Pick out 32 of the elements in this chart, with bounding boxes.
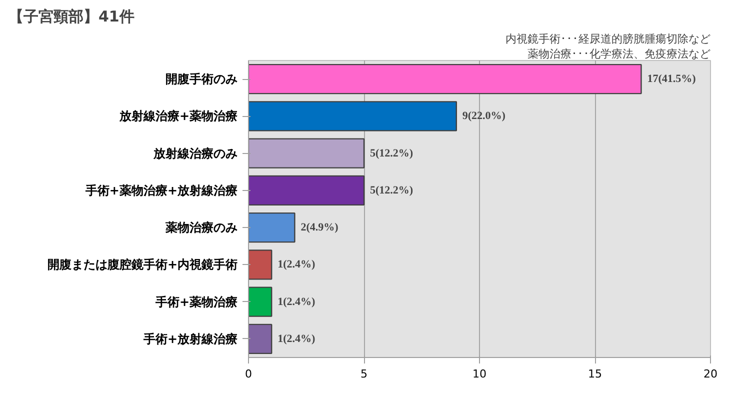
data-label: 17(41.5%) [647, 73, 696, 86]
x-tick-label: 20 [704, 368, 718, 380]
bar [248, 212, 296, 243]
data-label: 1(2.4%) [278, 258, 316, 271]
data-label: 2(4.9%) [300, 222, 339, 234]
x-tick-label: 5 [360, 368, 368, 380]
bar [248, 324, 272, 354]
x-tick-label: 15 [588, 368, 602, 380]
bar [248, 138, 365, 168]
x-tick-label: 0 [245, 368, 252, 380]
bar [248, 250, 272, 280]
y-tick-label: 放射線治療のみ [152, 146, 238, 160]
y-tick-label: 開腹手術のみ [166, 72, 238, 86]
data-label: 5(12.2%) [370, 147, 414, 160]
data-label: 9(22.0%) [462, 110, 506, 122]
data-label: 5(12.2%) [370, 184, 414, 196]
y-tick-label: 手術+薬物治療 [154, 294, 238, 309]
y-tick-label: 手術+薬物治療+放射線治療 [84, 183, 238, 198]
text: 内視鏡手術･･･経尿道的膀胱腫瘍切除など [506, 32, 710, 46]
y-tick-label: 手術+放射線治療 [142, 332, 238, 346]
x-tick-label: 10 [472, 368, 486, 380]
y-tick-label: 薬物治療のみ [164, 220, 238, 235]
y-tick-label: 開腹または腹腔鏡手術+内視鏡手術 [47, 258, 238, 272]
bar [248, 64, 642, 94]
text: 【子宮頸部】41件 [8, 8, 134, 26]
annotation: 薬物治療･･･化学療法、免疫療法など [528, 48, 710, 60]
data-label: 1(2.4%) [278, 296, 316, 308]
data-label: 1(2.4%) [278, 332, 316, 345]
y-tick-label: 放射線治療+薬物治療 [118, 109, 238, 124]
bar [248, 286, 272, 317]
bar [248, 101, 457, 132]
bar [248, 175, 365, 206]
